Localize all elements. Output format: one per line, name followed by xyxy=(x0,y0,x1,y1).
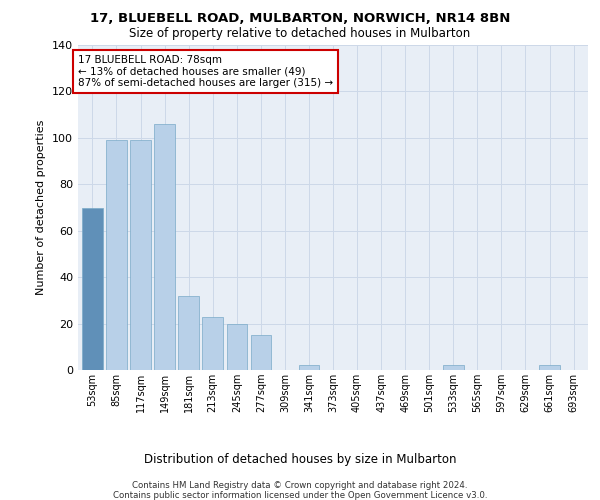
Y-axis label: Number of detached properties: Number of detached properties xyxy=(37,120,46,295)
Bar xyxy=(443,366,464,370)
Text: 17, BLUEBELL ROAD, MULBARTON, NORWICH, NR14 8BN: 17, BLUEBELL ROAD, MULBARTON, NORWICH, N… xyxy=(90,12,510,26)
Bar xyxy=(202,316,223,370)
Text: Contains HM Land Registry data © Crown copyright and database right 2024.: Contains HM Land Registry data © Crown c… xyxy=(132,481,468,490)
Bar xyxy=(154,124,175,370)
Bar xyxy=(227,324,247,370)
Text: Distribution of detached houses by size in Mulbarton: Distribution of detached houses by size … xyxy=(144,452,456,466)
Text: Contains public sector information licensed under the Open Government Licence v3: Contains public sector information licen… xyxy=(113,491,487,500)
Bar xyxy=(82,208,103,370)
Bar xyxy=(106,140,127,370)
Bar xyxy=(130,140,151,370)
Text: Size of property relative to detached houses in Mulbarton: Size of property relative to detached ho… xyxy=(130,28,470,40)
Bar xyxy=(251,335,271,370)
Bar xyxy=(539,366,560,370)
Bar xyxy=(299,366,319,370)
Text: 17 BLUEBELL ROAD: 78sqm
← 13% of detached houses are smaller (49)
87% of semi-de: 17 BLUEBELL ROAD: 78sqm ← 13% of detache… xyxy=(78,54,333,88)
Bar xyxy=(178,296,199,370)
